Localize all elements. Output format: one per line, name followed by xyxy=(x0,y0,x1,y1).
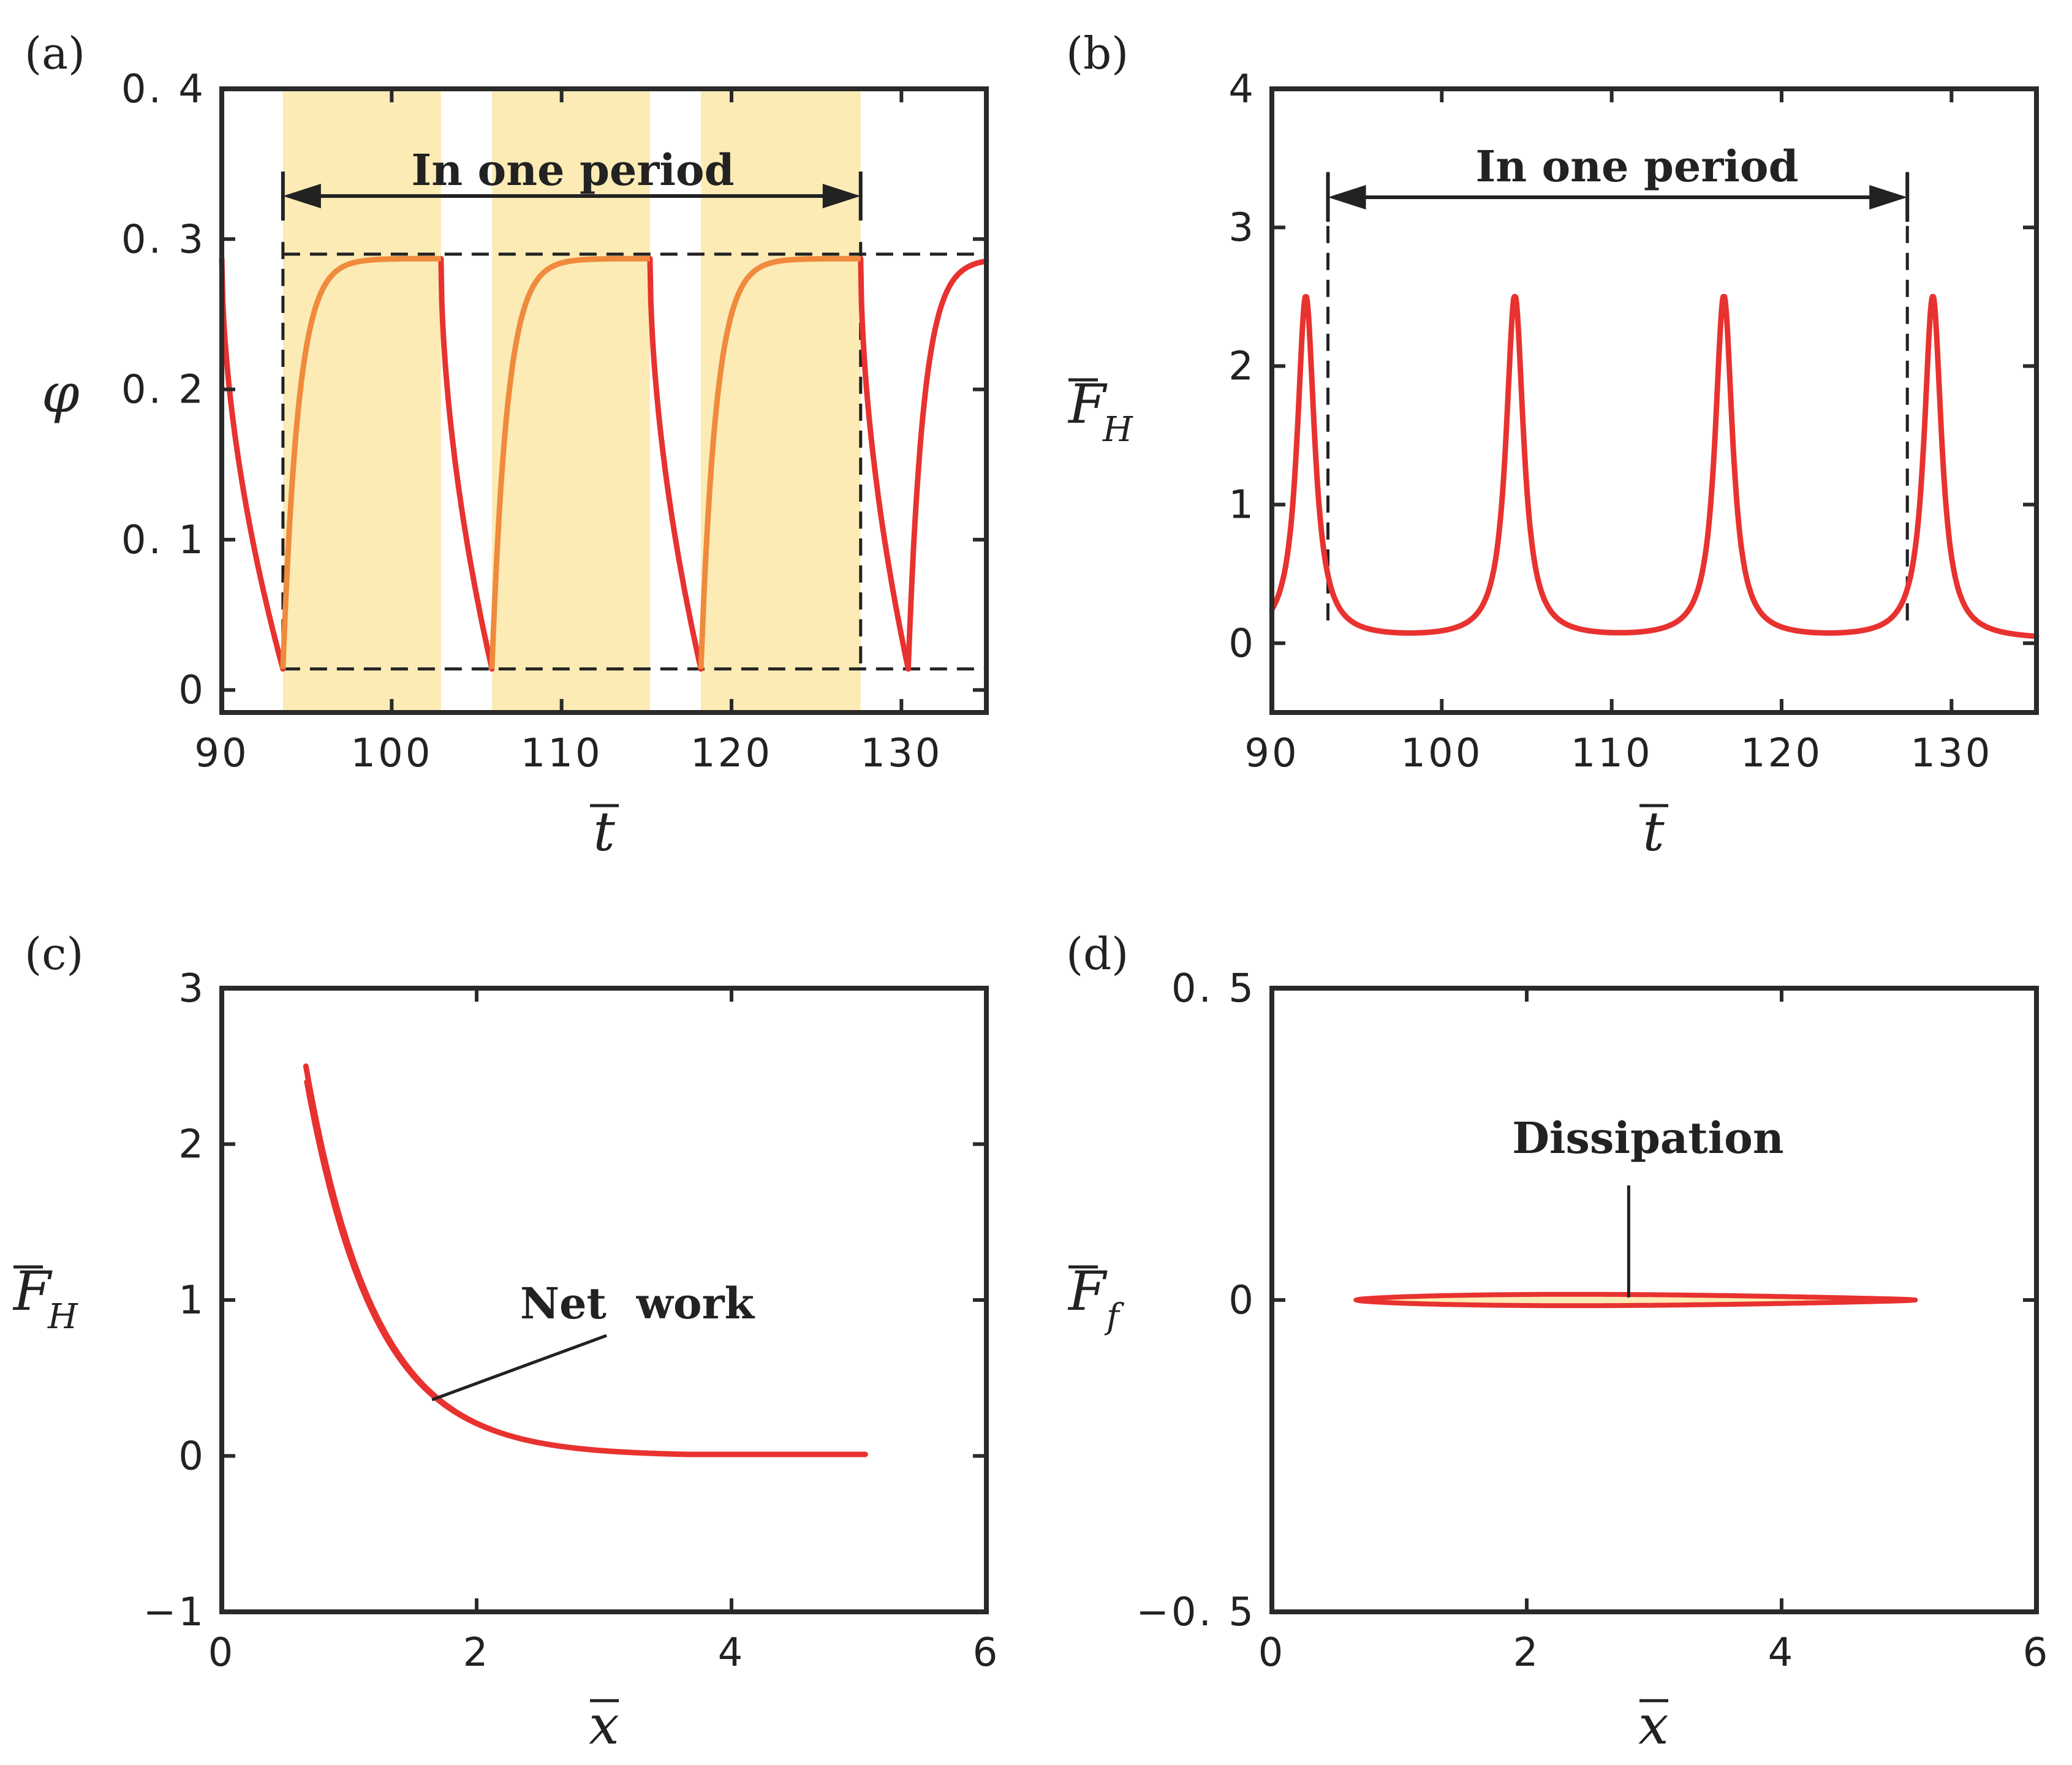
d-xtick-label: 4 xyxy=(1768,1630,1796,1676)
dashed-guides-b xyxy=(1326,172,1909,627)
period-annotation-b: In one period xyxy=(1475,141,1798,192)
b-arrowhead-left xyxy=(1328,185,1366,210)
d-ytick-label: 0 xyxy=(1228,1278,1256,1323)
ylabel-a: φ xyxy=(42,361,80,425)
c-xtick-label: 6 xyxy=(973,1630,1000,1676)
net-work-annotation-c: Net work xyxy=(520,1278,755,1329)
a-ytick-label: 0 xyxy=(178,668,206,713)
panel-label-a: (a) xyxy=(25,28,85,79)
a-ytick-label: 0. 3 xyxy=(121,217,206,262)
b-ytick-label: 3 xyxy=(1228,205,1256,251)
period-arrow-b xyxy=(1326,173,1910,222)
force-displacement-curve-c xyxy=(303,1063,868,1457)
c-ytick-label: 3 xyxy=(178,966,206,1011)
a-xtick-label: 120 xyxy=(690,731,773,776)
period-arrow-a xyxy=(281,172,863,221)
phi-rise-segment xyxy=(698,255,863,670)
c-xtick-label: 0 xyxy=(208,1630,236,1676)
c-xtick-label: 2 xyxy=(463,1630,491,1676)
b-xtick-label: 120 xyxy=(1741,731,1823,776)
c-ytick-label: −1 xyxy=(143,1590,206,1635)
ylabel-sub-d: f xyxy=(1104,1297,1125,1337)
phi-rise-segment xyxy=(280,255,443,670)
phi-decay-segment xyxy=(858,255,911,672)
ticks-b: 90 100 110 120 130 0 1 2 3 4 xyxy=(1228,67,2036,776)
panel-d: 0 2 4 6−0. 500. 5 (d) Dissipation F f x xyxy=(1066,928,2051,1756)
xlabel-c: x xyxy=(589,1693,619,1756)
c-ytick-label: 1 xyxy=(178,1278,206,1323)
dashed-guides-a xyxy=(281,241,986,671)
panel-label-b: (b) xyxy=(1066,28,1129,79)
b-ytick-label: 2 xyxy=(1228,344,1256,389)
ticks-d: 0 2 4 6−0. 500. 5 xyxy=(1136,966,2051,1676)
force-curve-b xyxy=(1269,293,2040,640)
d-ytick-label: 0. 5 xyxy=(1171,966,1256,1011)
force-displacement-return-line xyxy=(304,1079,868,1457)
c-xtick-label: 4 xyxy=(718,1630,746,1676)
force-displacement-line xyxy=(303,1063,868,1457)
net-work-leader-c xyxy=(431,1334,607,1402)
a-xtick-label: 100 xyxy=(350,731,433,776)
net-work-leader-line xyxy=(431,1334,607,1402)
panel-a: 90 100 110 120 130 0 0. 1 0. 2 0. 3 0. 4 (a) In o… xyxy=(25,28,989,863)
panel-label-d: (d) xyxy=(1066,928,1129,980)
a-xtick-label: 110 xyxy=(521,731,603,776)
a-arrowhead-left xyxy=(282,184,321,208)
a-arrowhead-right xyxy=(822,184,861,208)
c-ytick-label: 0 xyxy=(178,1434,206,1480)
phi-rise-segment xyxy=(489,255,652,670)
ylabel-c: F xyxy=(12,1260,53,1323)
phi-decay-segment xyxy=(219,255,286,672)
phi-decay-segment xyxy=(647,255,704,672)
ylabel-sub-c: H xyxy=(47,1297,78,1337)
c-ytick-label: 2 xyxy=(178,1122,206,1168)
d-xtick-label: 0 xyxy=(1258,1630,1286,1676)
a-ytick-label: 0. 1 xyxy=(121,518,206,563)
axes-frame-b xyxy=(1269,86,2039,715)
ylabel-sub-b: H xyxy=(1102,410,1133,450)
b-arrowhead-right xyxy=(1869,185,1908,210)
b-xtick-label: 90 xyxy=(1244,731,1299,776)
b-ytick-label: 1 xyxy=(1228,483,1256,528)
xlabel-d: x xyxy=(1638,1693,1669,1756)
ylabel-d: F xyxy=(1067,1260,1108,1323)
a-xtick-label: 130 xyxy=(860,731,942,776)
b-xtick-label: 100 xyxy=(1401,731,1483,776)
phi-curve-a xyxy=(219,255,989,672)
b-ytick-label: 4 xyxy=(1228,67,1256,112)
phi-decay-segment xyxy=(438,255,495,672)
phi-rise-segment xyxy=(905,258,989,672)
d-xtick-label: 6 xyxy=(2023,1630,2051,1676)
dissipation-loop-path xyxy=(1353,1291,1918,1309)
shaded-intervals-a xyxy=(282,89,861,712)
period-annotation-a: In one period xyxy=(411,145,734,195)
a-ytick-label: 0. 2 xyxy=(121,368,206,413)
xlabel-a: t xyxy=(593,800,615,863)
ticks-a: 90 100 110 120 130 0 0. 1 0. 2 0. 3 0. 4 xyxy=(121,67,986,776)
a-ytick-label: 0. 4 xyxy=(121,67,206,112)
axes-frame-a xyxy=(219,86,989,715)
b-xtick-label: 130 xyxy=(1910,731,1992,776)
d-xtick-label: 2 xyxy=(1513,1630,1541,1676)
ylabel-b: F xyxy=(1067,372,1108,436)
d-ytick-label: −0. 5 xyxy=(1136,1590,1256,1635)
force-series-line xyxy=(1269,293,2040,640)
a-xtick-label: 90 xyxy=(194,731,249,776)
shaded-interval xyxy=(491,89,650,712)
xlabel-b: t xyxy=(1643,800,1665,863)
dissipation-annotation-d: Dissipation xyxy=(1512,1113,1784,1163)
dissipation-loop-d xyxy=(1353,1291,1918,1309)
b-xtick-label: 110 xyxy=(1571,731,1653,776)
panel-label-c: (c) xyxy=(25,928,84,980)
b-ytick-label: 0 xyxy=(1228,621,1256,667)
